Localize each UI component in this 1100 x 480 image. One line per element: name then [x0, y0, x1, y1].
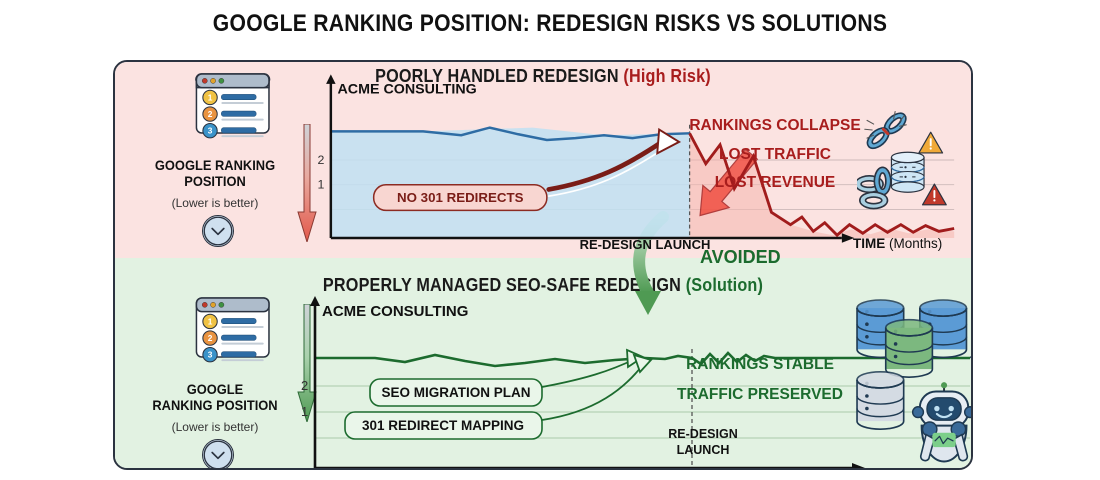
svg-text:2: 2	[208, 333, 213, 343]
svg-text:1: 1	[208, 92, 213, 102]
svg-text:2: 2	[301, 378, 308, 393]
svg-text:2: 2	[318, 153, 325, 167]
svg-text:ACME CONSULTING: ACME CONSULTING	[322, 303, 468, 320]
svg-text:3: 3	[208, 126, 213, 136]
svg-text:ACME CONSULTING: ACME CONSULTING	[338, 81, 477, 97]
svg-text:SEO MIGRATION PLAN: SEO MIGRATION PLAN	[381, 385, 530, 400]
svg-text:1: 1	[301, 404, 308, 419]
svg-text:3: 3	[208, 350, 213, 360]
svg-text:1: 1	[208, 316, 213, 326]
svg-text:301 REDIRECT MAPPING: 301 REDIRECT MAPPING	[362, 418, 524, 433]
svg-text:2: 2	[208, 109, 213, 119]
svg-text:1: 1	[318, 178, 325, 192]
svg-text:NO 301 REDIRECTS: NO 301 REDIRECTS	[397, 190, 524, 205]
